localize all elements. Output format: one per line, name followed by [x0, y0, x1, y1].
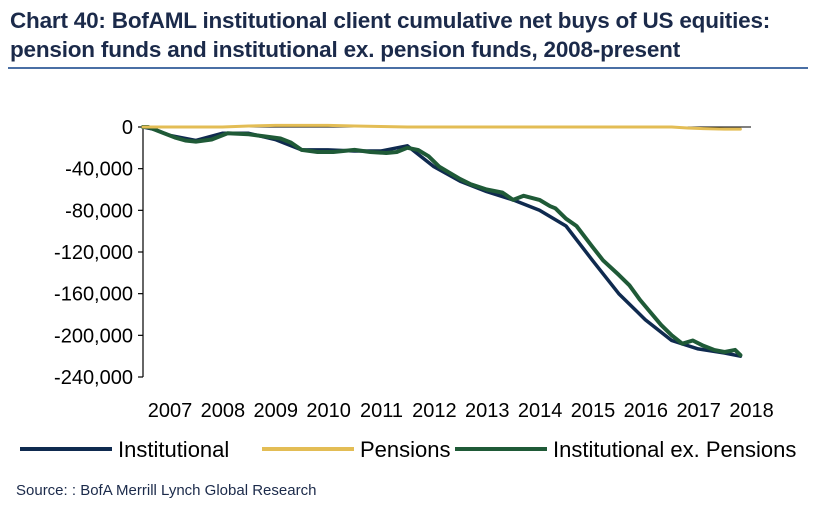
- x-tick-label: 2013: [465, 400, 510, 422]
- y-tick-label: -40,000: [65, 159, 133, 181]
- y-tick-label: -160,000: [54, 284, 133, 306]
- x-tick-label: 2015: [571, 400, 616, 422]
- x-tick-label: 2014: [518, 400, 563, 422]
- x-tick-label: 2007: [148, 400, 193, 422]
- y-tick-label: 0: [122, 117, 133, 139]
- x-tick-label: 2017: [676, 400, 721, 422]
- x-tick-label: 2012: [412, 400, 457, 422]
- series-line-pensions: [141, 123, 742, 131]
- axes: [138, 125, 751, 378]
- y-tick-label: -200,000: [54, 325, 133, 347]
- series-layer: [141, 123, 743, 358]
- x-tick-label: 2016: [624, 400, 669, 422]
- y-tick-label: -120,000: [54, 242, 133, 264]
- legend-label: Institutional: [118, 437, 229, 462]
- legend: Institutional Pensions Institutional ex. P…: [20, 437, 796, 462]
- legend-label: Pensions: [360, 437, 451, 462]
- y-tick-label: -80,000: [65, 200, 133, 222]
- title-underline: [8, 67, 808, 69]
- legend-label: Institutional ex. Pensions: [553, 437, 796, 462]
- x-tick-label: 2008: [201, 400, 246, 422]
- tick-labels: 0 -40,000 -80,000 -120,000 -160,000 -200,000 -…: [54, 117, 774, 422]
- y-tick-label: -240,000: [54, 367, 133, 389]
- x-tick-label: 2018: [729, 400, 774, 422]
- chart-title: Chart 40: BofAML institutional client cu…: [10, 8, 771, 62]
- series-line-institutional: [141, 125, 743, 358]
- series-line-institutional-ex-pensions: [141, 125, 743, 358]
- x-tick-label: 2009: [253, 400, 298, 422]
- x-tick-label: 2010: [306, 400, 351, 422]
- source-note: Source: : BofA Merrill Lynch Global Rese…: [16, 482, 317, 499]
- x-tick-label: 2011: [360, 400, 403, 422]
